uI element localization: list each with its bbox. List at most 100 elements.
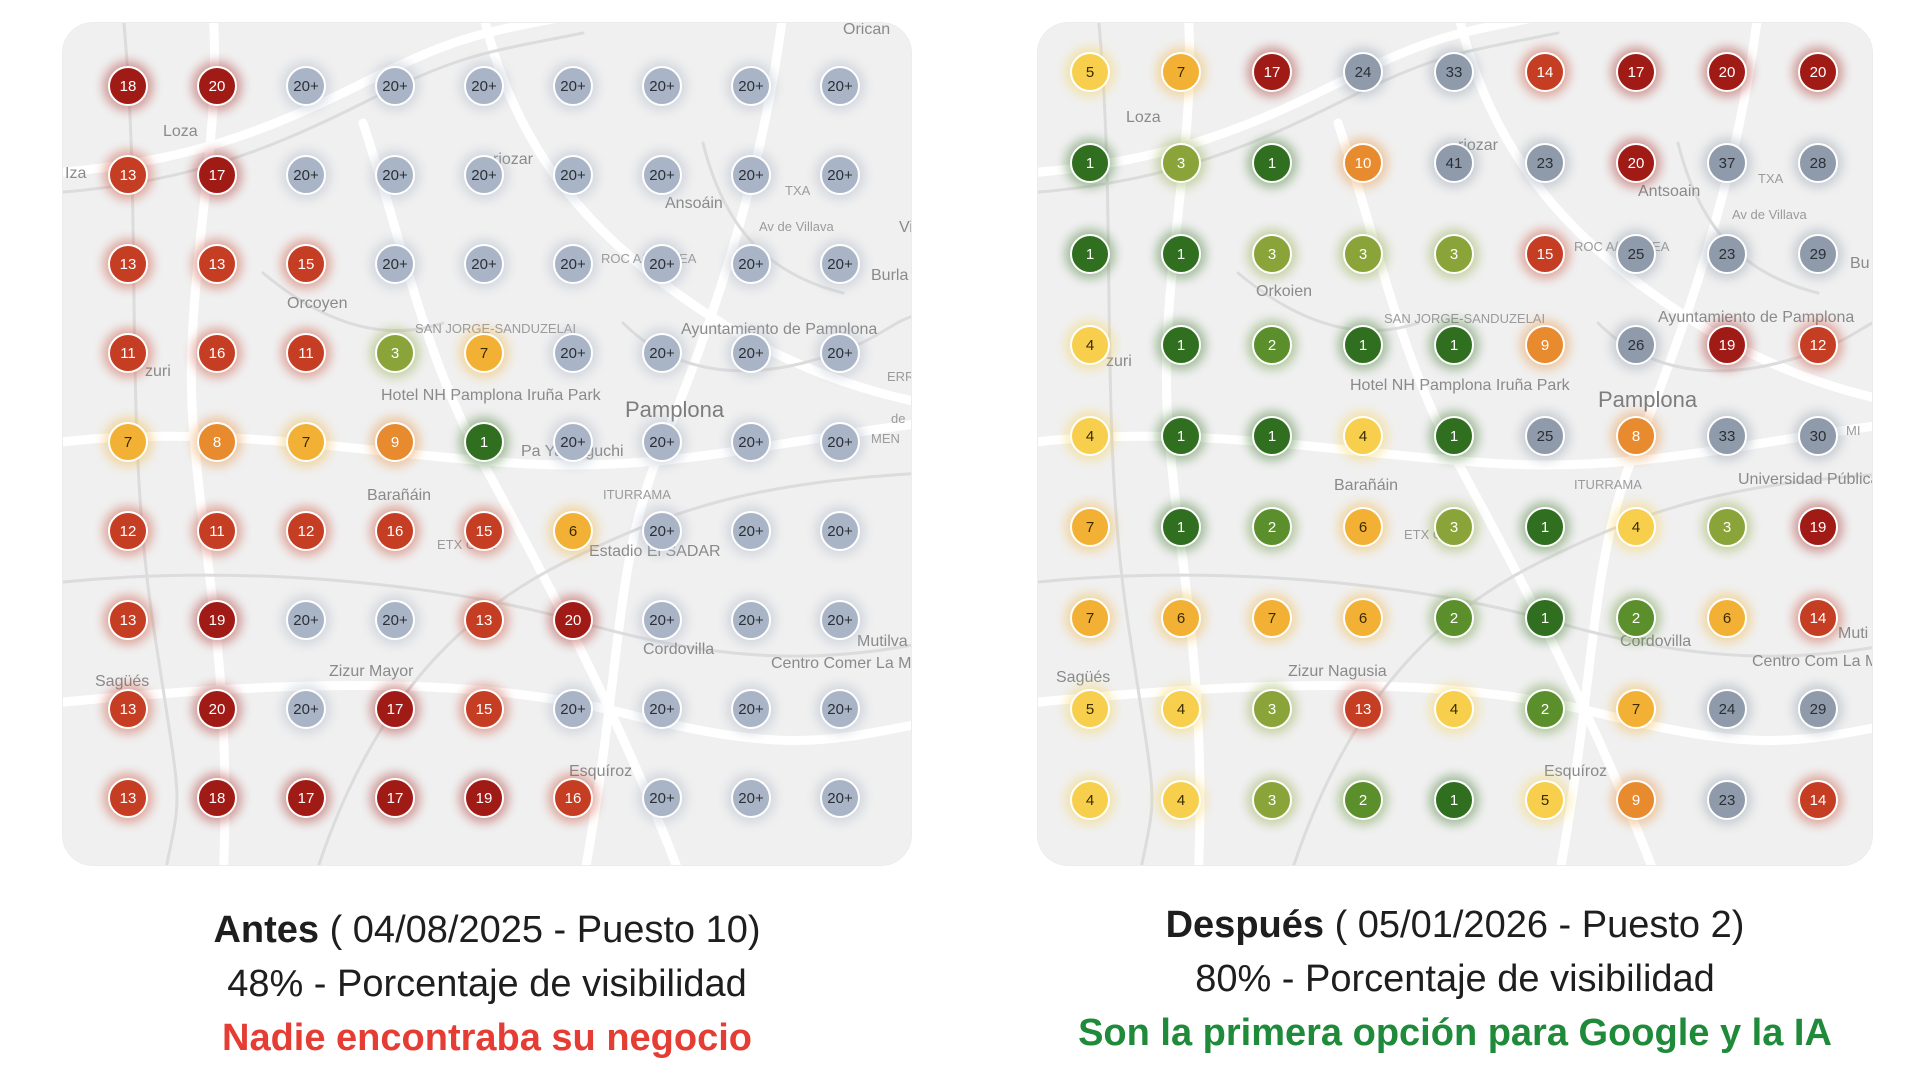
after-rank-marker-r3-c6[interactable]: 15: [1525, 234, 1565, 274]
before-rank-marker-r8-c3[interactable]: 20+: [286, 689, 326, 729]
before-rank-marker-r2-c4[interactable]: 20+: [375, 155, 415, 195]
after-rank-marker-r4-c6[interactable]: 9: [1525, 325, 1565, 365]
after-rank-marker-r5-c7[interactable]: 8: [1616, 416, 1656, 456]
before-rank-marker-r2-c3[interactable]: 20+: [286, 155, 326, 195]
after-rank-marker-r8-c3[interactable]: 3: [1252, 689, 1292, 729]
after-rank-marker-r2-c2[interactable]: 3: [1161, 143, 1201, 183]
before-rank-marker-r9-c7[interactable]: 20+: [642, 778, 682, 818]
after-rank-marker-r3-c4[interactable]: 3: [1343, 234, 1383, 274]
before-rank-marker-r3-c3[interactable]: 15: [286, 244, 326, 284]
after-rank-marker-r3-c2[interactable]: 1: [1161, 234, 1201, 274]
after-rank-marker-r1-c6[interactable]: 14: [1525, 52, 1565, 92]
after-rank-marker-r1-c5[interactable]: 33: [1434, 52, 1474, 92]
after-rank-marker-r6-c4[interactable]: 6: [1343, 507, 1383, 547]
after-rank-marker-r1-c2[interactable]: 7: [1161, 52, 1201, 92]
before-rank-marker-r1-c2[interactable]: 20: [197, 66, 237, 106]
after-rank-marker-r2-c9[interactable]: 28: [1798, 143, 1838, 183]
before-rank-marker-r1-c7[interactable]: 20+: [642, 66, 682, 106]
before-rank-marker-r7-c7[interactable]: 20+: [642, 600, 682, 640]
before-rank-marker-r9-c6[interactable]: 16: [553, 778, 593, 818]
after-rank-marker-r2-c3[interactable]: 1: [1252, 143, 1292, 183]
before-rank-marker-r2-c7[interactable]: 20+: [642, 155, 682, 195]
before-rank-marker-r3-c5[interactable]: 20+: [464, 244, 504, 284]
before-rank-marker-r6-c2[interactable]: 11: [197, 511, 237, 551]
before-rank-marker-r3-c2[interactable]: 13: [197, 244, 237, 284]
before-rank-marker-r9-c1[interactable]: 13: [108, 778, 148, 818]
after-rank-marker-r2-c5[interactable]: 41: [1434, 143, 1474, 183]
before-rank-marker-r1-c5[interactable]: 20+: [464, 66, 504, 106]
before-rank-marker-r5-c2[interactable]: 8: [197, 422, 237, 462]
after-rank-marker-r9-c7[interactable]: 9: [1616, 780, 1656, 820]
before-rank-marker-r6-c6[interactable]: 6: [553, 511, 593, 551]
after-rank-marker-r1-c3[interactable]: 17: [1252, 52, 1292, 92]
before-rank-marker-r8-c6[interactable]: 20+: [553, 689, 593, 729]
after-rank-marker-r5-c1[interactable]: 4: [1070, 416, 1110, 456]
after-rank-marker-r7-c8[interactable]: 6: [1707, 598, 1747, 638]
before-rank-marker-r8-c9[interactable]: 20+: [820, 689, 860, 729]
after-rank-marker-r9-c6[interactable]: 5: [1525, 780, 1565, 820]
after-rank-marker-r4-c1[interactable]: 4: [1070, 325, 1110, 365]
after-rank-marker-r1-c1[interactable]: 5: [1070, 52, 1110, 92]
before-rank-marker-r9-c4[interactable]: 17: [375, 778, 415, 818]
after-rank-marker-r5-c9[interactable]: 30: [1798, 416, 1838, 456]
after-rank-marker-r4-c7[interactable]: 26: [1616, 325, 1656, 365]
after-rank-marker-r3-c8[interactable]: 23: [1707, 234, 1747, 274]
after-rank-marker-r5-c8[interactable]: 33: [1707, 416, 1747, 456]
before-rank-marker-r8-c5[interactable]: 15: [464, 689, 504, 729]
before-rank-marker-r7-c1[interactable]: 13: [108, 600, 148, 640]
after-rank-marker-r9-c8[interactable]: 23: [1707, 780, 1747, 820]
before-rank-marker-r7-c8[interactable]: 20+: [731, 600, 771, 640]
after-rank-marker-r1-c7[interactable]: 17: [1616, 52, 1656, 92]
before-rank-marker-r2-c6[interactable]: 20+: [553, 155, 593, 195]
before-rank-marker-r9-c3[interactable]: 17: [286, 778, 326, 818]
after-rank-marker-r3-c7[interactable]: 25: [1616, 234, 1656, 274]
before-rank-marker-r8-c7[interactable]: 20+: [642, 689, 682, 729]
after-rank-marker-r6-c5[interactable]: 3: [1434, 507, 1474, 547]
before-rank-marker-r6-c7[interactable]: 20+: [642, 511, 682, 551]
after-rank-marker-r6-c9[interactable]: 19: [1798, 507, 1838, 547]
before-rank-marker-r4-c2[interactable]: 16: [197, 333, 237, 373]
after-rank-marker-r3-c9[interactable]: 29: [1798, 234, 1838, 274]
before-rank-marker-r2-c8[interactable]: 20+: [731, 155, 771, 195]
after-rank-marker-r5-c6[interactable]: 25: [1525, 416, 1565, 456]
before-rank-marker-r4-c6[interactable]: 20+: [553, 333, 593, 373]
before-rank-marker-r5-c5[interactable]: 1: [464, 422, 504, 462]
after-rank-marker-r6-c1[interactable]: 7: [1070, 507, 1110, 547]
after-rank-marker-r8-c1[interactable]: 5: [1070, 689, 1110, 729]
after-rank-marker-r7-c5[interactable]: 2: [1434, 598, 1474, 638]
after-rank-marker-r4-c4[interactable]: 1: [1343, 325, 1383, 365]
before-rank-marker-r9-c9[interactable]: 20+: [820, 778, 860, 818]
before-rank-marker-r6-c1[interactable]: 12: [108, 511, 148, 551]
after-rank-marker-r5-c5[interactable]: 1: [1434, 416, 1474, 456]
after-rank-marker-r6-c2[interactable]: 1: [1161, 507, 1201, 547]
before-rank-marker-r3-c1[interactable]: 13: [108, 244, 148, 284]
before-rank-marker-r7-c9[interactable]: 20+: [820, 600, 860, 640]
before-rank-marker-r4-c8[interactable]: 20+: [731, 333, 771, 373]
before-rank-marker-r4-c5[interactable]: 7: [464, 333, 504, 373]
after-rank-marker-r2-c7[interactable]: 20: [1616, 143, 1656, 183]
before-rank-marker-r4-c7[interactable]: 20+: [642, 333, 682, 373]
before-rank-marker-r3-c7[interactable]: 20+: [642, 244, 682, 284]
after-rank-marker-r1-c9[interactable]: 20: [1798, 52, 1838, 92]
after-rank-marker-r7-c2[interactable]: 6: [1161, 598, 1201, 638]
before-rank-marker-r3-c6[interactable]: 20+: [553, 244, 593, 284]
after-rank-marker-r3-c1[interactable]: 1: [1070, 234, 1110, 274]
before-rank-marker-r7-c3[interactable]: 20+: [286, 600, 326, 640]
after-rank-marker-r2-c6[interactable]: 23: [1525, 143, 1565, 183]
before-rank-marker-r2-c2[interactable]: 17: [197, 155, 237, 195]
before-rank-marker-r4-c4[interactable]: 3: [375, 333, 415, 373]
before-rank-marker-r6-c8[interactable]: 20+: [731, 511, 771, 551]
after-rank-marker-r2-c4[interactable]: 10: [1343, 143, 1383, 183]
after-rank-marker-r9-c5[interactable]: 1: [1434, 780, 1474, 820]
after-rank-marker-r9-c9[interactable]: 14: [1798, 780, 1838, 820]
before-rank-marker-r1-c9[interactable]: 20+: [820, 66, 860, 106]
before-rank-marker-r3-c4[interactable]: 20+: [375, 244, 415, 284]
before-rank-marker-r1-c6[interactable]: 20+: [553, 66, 593, 106]
before-rank-marker-r5-c8[interactable]: 20+: [731, 422, 771, 462]
after-rank-marker-r2-c8[interactable]: 37: [1707, 143, 1747, 183]
after-rank-marker-r7-c9[interactable]: 14: [1798, 598, 1838, 638]
before-rank-marker-r4-c3[interactable]: 11: [286, 333, 326, 373]
before-rank-marker-r9-c5[interactable]: 19: [464, 778, 504, 818]
after-rank-marker-r8-c4[interactable]: 13: [1343, 689, 1383, 729]
before-rank-marker-r4-c9[interactable]: 20+: [820, 333, 860, 373]
